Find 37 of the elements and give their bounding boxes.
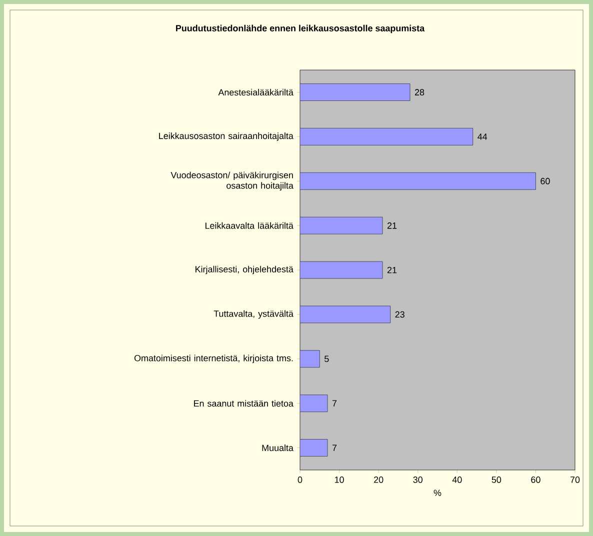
data-label: 28 <box>414 89 424 96</box>
x-tick-label: 10 <box>334 476 344 483</box>
y-tick-label: Tuttavalta, ystävältä <box>214 310 294 319</box>
data-label: 21 <box>387 222 397 229</box>
bar <box>300 439 328 456</box>
data-label: 7 <box>332 444 337 451</box>
y-tick-label: Kirjallisesti, ohjelehdestä <box>196 266 294 274</box>
bar <box>300 84 410 101</box>
data-label: 21 <box>387 266 397 274</box>
x-tick-label: 70 <box>570 476 580 483</box>
bar <box>300 261 383 279</box>
y-tick-label: Muualta <box>262 444 294 452</box>
x-tick-label: 0 <box>298 476 302 483</box>
bar <box>300 172 536 190</box>
data-label: 7 <box>332 400 337 406</box>
bar <box>300 306 391 324</box>
bar <box>300 394 328 412</box>
bar <box>300 350 320 368</box>
data-label: 44 <box>478 134 488 140</box>
data-label: 23 <box>395 311 404 318</box>
data-label: 5 <box>324 356 329 362</box>
y-tick-label: Leikkaavalta lääkäriltä <box>205 222 294 229</box>
y-tick-label: En saanut mistään tietoa <box>194 400 294 407</box>
x-tick-label: 20 <box>374 476 384 483</box>
bar <box>300 216 383 234</box>
x-tick-label: 30 <box>413 476 422 483</box>
x-tick-label: 60 <box>531 476 540 483</box>
y-tick-label: Leikkausosaston sairaanhoitajalta <box>159 132 294 141</box>
x-tick-label: 40 <box>452 476 462 483</box>
y-tick-label: Vuodeosaston/ päiväkirurgisen osaston hoitajilta <box>170 172 294 191</box>
bar <box>300 128 474 146</box>
y-tick-label: Anestesialääkäriltä <box>218 88 294 96</box>
chart-title: Puudutustiedonlähde ennen leikkausosastolle saapumista <box>176 24 425 34</box>
x-tick-label: 50 <box>492 476 502 483</box>
y-tick-label: Omatoimisesti internetistä, kirjoista tms. <box>134 354 293 364</box>
x-axis-title: % <box>434 490 442 496</box>
data-label: 60 <box>540 178 550 184</box>
